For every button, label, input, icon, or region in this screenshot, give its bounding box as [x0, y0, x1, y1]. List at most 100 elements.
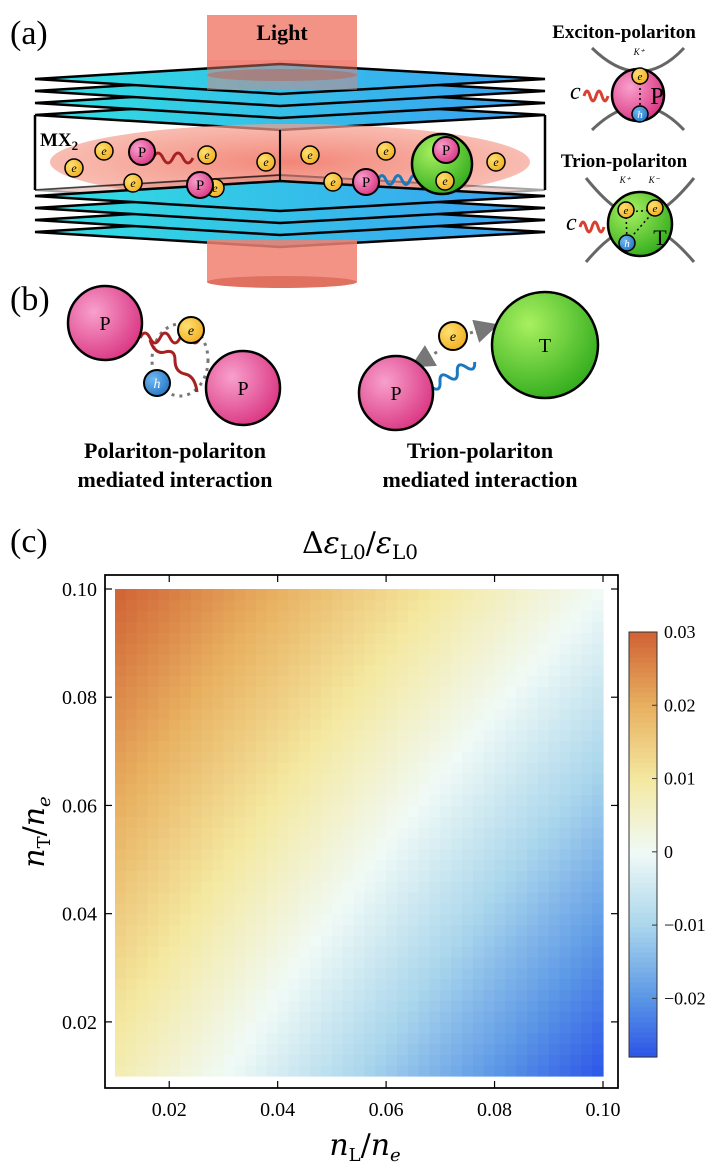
colorbar-cell [629, 832, 657, 838]
light-label: Light [256, 20, 308, 45]
heatmap-cell [364, 881, 376, 893]
heatmap-cell [180, 805, 192, 817]
heatmap-cell [212, 946, 225, 958]
colorbar-cell [629, 672, 657, 678]
heatmap-cell [386, 1021, 398, 1034]
heatmap-cell [158, 837, 170, 850]
heatmap-cell [386, 892, 398, 904]
heatmap-cell [158, 978, 170, 991]
heatmap-cell [516, 783, 528, 796]
heatmap-cell [396, 946, 409, 958]
heatmap-cell [201, 913, 214, 926]
heatmap-cell [310, 653, 322, 666]
heatmap-cell [180, 967, 192, 980]
heatmap-cell [158, 740, 170, 752]
y-tick-label: 0.08 [62, 687, 97, 709]
heatmap-cell [548, 621, 561, 633]
heatmap-cell [342, 783, 355, 796]
heatmap-cell [516, 740, 528, 752]
heatmap-cell [245, 837, 257, 850]
colorbar-cell [629, 1042, 657, 1048]
heatmap-cell [277, 816, 290, 828]
heatmap-cell [592, 1043, 604, 1055]
svg-text:e: e [638, 71, 643, 83]
heatmap-cell [331, 718, 344, 731]
heatmap-cell [310, 664, 322, 677]
heatmap-cell [483, 892, 496, 904]
heatmap-cell [125, 718, 138, 731]
heatmap-cell [462, 589, 474, 601]
heatmap-cell [115, 643, 127, 655]
heatmap-cell [136, 686, 149, 698]
heatmap-cell [440, 653, 452, 666]
heatmap-cell [277, 653, 290, 666]
heatmap-cell [494, 740, 506, 752]
heatmap-cell [505, 686, 517, 698]
heatmap-cell [321, 1011, 333, 1023]
heatmap-cell [321, 935, 333, 947]
heatmap-cell [581, 881, 593, 893]
heatmap-cell [310, 859, 322, 871]
heatmap-cell [472, 599, 485, 612]
heatmap-cell [592, 762, 604, 774]
heatmap-cell [299, 892, 311, 904]
heatmap-cell [201, 1011, 214, 1023]
colorbar-cell [629, 682, 657, 688]
heatmap-cell [321, 978, 333, 991]
heatmap-cell [125, 859, 138, 871]
heatmap-cell [364, 599, 376, 612]
heatmap-cell [136, 740, 149, 752]
heatmap-cell [559, 870, 572, 882]
heatmap-cell [223, 1054, 235, 1066]
heatmap-cell [223, 621, 235, 633]
heatmap-cell [180, 783, 192, 796]
heatmap-cell [364, 935, 376, 947]
heatmap-cell [136, 1054, 149, 1066]
heatmap-cell [212, 718, 225, 731]
heatmap-cell [451, 664, 463, 677]
heatmap-cell [537, 697, 550, 709]
heatmap-cell [288, 1000, 300, 1012]
heatmap-cell [201, 675, 214, 687]
heatmap-cell [429, 870, 441, 882]
heatmap-cell [451, 1043, 463, 1055]
svg-text:P: P [99, 313, 110, 335]
heatmap-cell [516, 1011, 528, 1023]
heatmap-cell [516, 686, 528, 698]
heatmap-cell [386, 589, 398, 601]
heatmap-cell [321, 837, 333, 850]
heatmap-cell [570, 772, 582, 785]
heatmap-cell [386, 1011, 398, 1023]
heatmap-cell [548, 729, 561, 742]
heatmap-cell [537, 632, 550, 644]
heatmap-cell [516, 610, 528, 623]
heatmap-cell [483, 697, 496, 709]
heatmap-cell [418, 643, 431, 655]
heatmap-cell [527, 708, 539, 720]
heatmap-cell [505, 772, 517, 785]
heatmap-cell [277, 708, 290, 720]
heatmap-cell [494, 924, 506, 936]
heatmap-cell [310, 870, 322, 882]
heatmap-cell [212, 1043, 225, 1055]
heatmap-cell [440, 989, 452, 1001]
heatmap-cell [255, 859, 268, 871]
heatmap-cell [375, 729, 387, 742]
heatmap-cell [245, 870, 257, 882]
heatmap-cell [537, 805, 550, 817]
heatmap-cell [190, 902, 203, 915]
heatmap-cell [158, 989, 170, 1001]
heatmap-cell [581, 1021, 593, 1034]
heatmap-cell [570, 946, 582, 958]
panel-b-label: (b) [10, 281, 50, 318]
colorbar-cell [629, 912, 657, 918]
heatmap-cell [288, 989, 300, 1001]
heatmap-cell [570, 848, 582, 861]
heatmap-cell [342, 794, 355, 807]
svg-text:e: e [383, 144, 389, 158]
heatmap-cell [245, 708, 257, 720]
heatmap-cell [418, 794, 431, 807]
heatmap-cell [375, 816, 387, 828]
heatmap-cell [147, 643, 159, 655]
heatmap-cell [288, 762, 300, 774]
